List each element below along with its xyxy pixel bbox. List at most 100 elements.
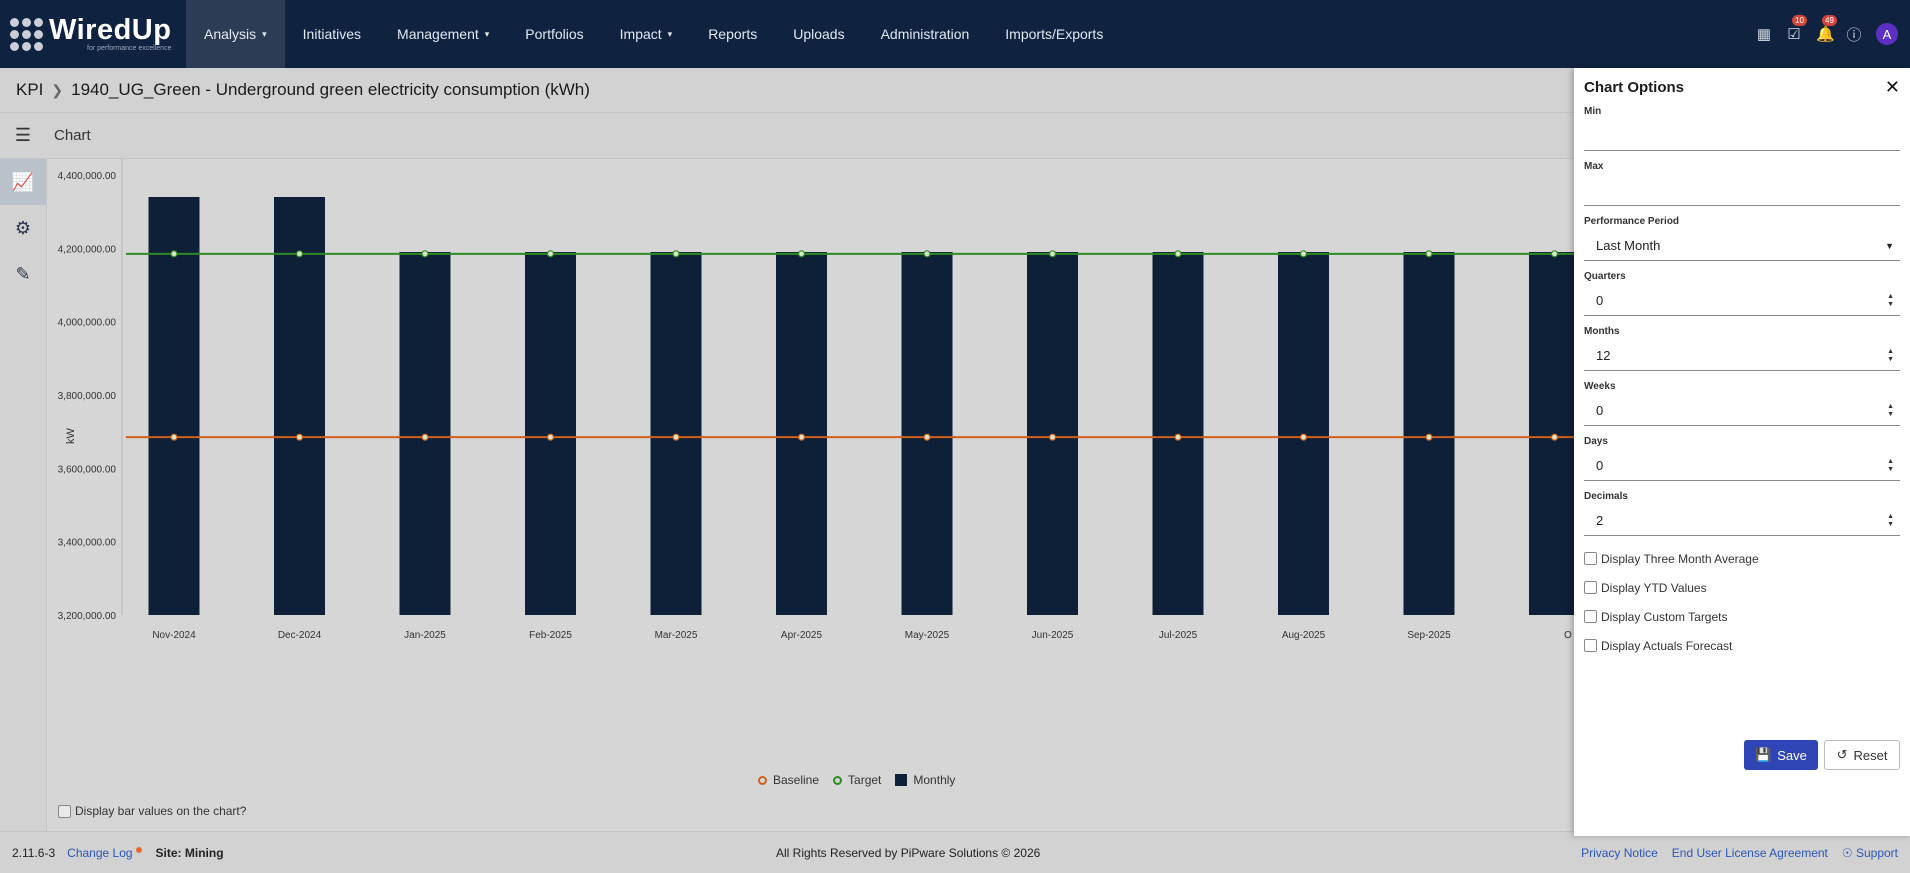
settings-gear-icon[interactable]: ⚙ xyxy=(14,217,32,238)
monthly-bar xyxy=(1403,252,1455,615)
hamburger-menu-icon[interactable]: ☰ xyxy=(14,125,32,145)
nav-item-uploads[interactable]: Uploads xyxy=(775,0,862,68)
changelog-dot-icon xyxy=(135,846,142,853)
spinner-icon[interactable]: ▲ ▼ xyxy=(1887,457,1894,473)
edit-icon[interactable]: ✎ xyxy=(15,263,31,284)
legend-baseline[interactable]: Baseline xyxy=(758,773,819,787)
chevron-down-icon: ▾ xyxy=(484,28,490,39)
nav-item-impact[interactable]: Impact ▾ xyxy=(602,0,691,68)
chart-legend: Baseline Target Monthly xyxy=(758,773,955,787)
monthly-marker-icon xyxy=(895,774,908,786)
period-select[interactable]: Last Month ▼ xyxy=(1584,231,1900,261)
months-input[interactable]: 12 ▲ ▼ xyxy=(1584,341,1900,371)
save-button[interactable]: 💾 Save xyxy=(1744,740,1818,770)
user-avatar[interactable]: A xyxy=(1876,23,1898,45)
nav-item-management[interactable]: Management ▾ xyxy=(379,0,507,68)
x-tick-label: May-2025 xyxy=(905,630,950,641)
target-point xyxy=(421,250,429,258)
max-label: Max xyxy=(1584,161,1604,172)
custom-targets-option[interactable]: Display Custom Targets xyxy=(1584,602,1900,631)
legend-monthly[interactable]: Monthly xyxy=(895,773,955,787)
x-tick-label: O xyxy=(1564,630,1572,641)
privacy-link[interactable]: Privacy Notice xyxy=(1581,845,1658,860)
nav-item-analysis[interactable]: Analysis ▾ xyxy=(186,0,285,68)
eula-link[interactable]: End User License Agreement xyxy=(1671,845,1828,860)
custom-targets-checkbox[interactable] xyxy=(1584,610,1597,623)
tasks-icon[interactable]: ☑ 10 xyxy=(1786,15,1807,43)
help-icon[interactable]: ⓘ xyxy=(1846,26,1862,44)
forecast-option[interactable]: Display Actuals Forecast xyxy=(1584,631,1900,660)
monthly-bar xyxy=(1278,252,1329,615)
close-icon[interactable]: ✕ xyxy=(1884,76,1900,97)
ytd-label: Display YTD Values xyxy=(1601,580,1707,595)
support-link[interactable]: ☉ Support xyxy=(1842,846,1898,860)
wiredup-logo[interactable]: WiredUp for performance excellence xyxy=(0,0,182,68)
baseline-point xyxy=(295,433,304,441)
nav-item-initiatives[interactable]: Initiatives xyxy=(285,0,379,68)
notifications-badge: 49 xyxy=(1822,15,1837,26)
breadcrumb-kpi[interactable]: KPI xyxy=(16,80,44,99)
nav-item-portfolios[interactable]: Portfolios xyxy=(507,0,601,68)
bar-values-checkbox[interactable] xyxy=(58,804,71,818)
brand-name: WiredUp xyxy=(49,14,172,46)
site-label: Site: Mining xyxy=(155,845,224,860)
baseline-marker-icon xyxy=(758,775,767,785)
bell-icon[interactable]: 🔔 49 xyxy=(1816,15,1837,43)
days-input[interactable]: 0 ▲ ▼ xyxy=(1584,451,1900,481)
nav-item-reports[interactable]: Reports xyxy=(690,0,775,68)
calendar-icon[interactable]: ▦ xyxy=(1756,26,1772,43)
nav-item-imports-exports[interactable]: Imports/Exports xyxy=(987,0,1121,68)
max-input[interactable] xyxy=(1584,176,1900,206)
quarters-input[interactable]: 0 ▲ ▼ xyxy=(1584,286,1900,316)
spinner-icon[interactable]: ▲ ▼ xyxy=(1887,512,1894,528)
spinner-icon[interactable]: ▲ ▼ xyxy=(1887,292,1894,308)
target-marker-icon xyxy=(833,775,843,785)
baseline-point xyxy=(1174,433,1182,441)
spinner-icon[interactable]: ▲ ▼ xyxy=(1887,402,1894,418)
copyright-text: All Rights Reserved by PiPware Solutions… xyxy=(776,845,1041,860)
bar-values-toggle[interactable]: Display bar values on the chart? xyxy=(58,804,246,818)
target-point xyxy=(672,250,680,258)
target-point xyxy=(1425,250,1433,258)
decimals-input[interactable]: 2 ▲ ▼ xyxy=(1584,506,1900,536)
chevron-right-icon: ❯ xyxy=(51,81,64,98)
monthly-bar xyxy=(1027,252,1078,615)
reset-button[interactable]: ↺ Reset xyxy=(1824,740,1900,770)
logo-dots-icon xyxy=(10,17,43,51)
changelog-link[interactable]: Change Log xyxy=(67,846,142,860)
baseline-point xyxy=(1425,433,1433,441)
forecast-checkbox[interactable] xyxy=(1584,639,1597,652)
x-tick-label: Feb-2025 xyxy=(529,630,572,641)
target-point xyxy=(1048,250,1057,258)
days-label: Days xyxy=(1584,436,1608,447)
nav-item-label: Analysis xyxy=(204,26,257,42)
toolbar-title: Chart xyxy=(54,127,91,144)
monthly-bar xyxy=(399,252,451,615)
nav-item-administration[interactable]: Administration xyxy=(863,0,988,68)
brand-tagline: for performance excellence xyxy=(87,45,172,52)
version-label: 2.11.6-3 xyxy=(12,845,56,860)
x-tick-label: Jul-2025 xyxy=(1159,630,1198,641)
days-value: 0 xyxy=(1596,458,1604,473)
spinner-icon[interactable]: ▲ ▼ xyxy=(1887,347,1894,363)
tasks-badge: 10 xyxy=(1792,15,1807,26)
baseline-point xyxy=(797,433,806,441)
chart-view-icon[interactable]: 📈 xyxy=(0,159,46,205)
decimals-label: Decimals xyxy=(1584,491,1628,502)
nav-item-label: Reports xyxy=(708,26,758,42)
legend-target[interactable]: Target xyxy=(833,773,881,787)
ytd-option[interactable]: Display YTD Values xyxy=(1584,573,1900,602)
x-tick-label: Aug-2025 xyxy=(1282,630,1326,641)
nav-item-label: Administration xyxy=(880,26,970,42)
nav-item-label: Portfolios xyxy=(525,26,584,42)
weeks-input[interactable]: 0 ▲ ▼ xyxy=(1584,396,1900,426)
baseline-point xyxy=(923,433,931,441)
breadcrumb-current: 1940_UG_Green - Underground green electr… xyxy=(71,80,590,99)
three-month-checkbox[interactable] xyxy=(1584,552,1597,565)
ytd-checkbox[interactable] xyxy=(1584,581,1597,594)
nav-item-label: Imports/Exports xyxy=(1005,26,1104,42)
monthly-bar xyxy=(1152,252,1204,615)
min-input[interactable] xyxy=(1584,121,1900,151)
three-month-option[interactable]: Display Three Month Average xyxy=(1584,544,1900,573)
save-label: Save xyxy=(1777,747,1807,763)
